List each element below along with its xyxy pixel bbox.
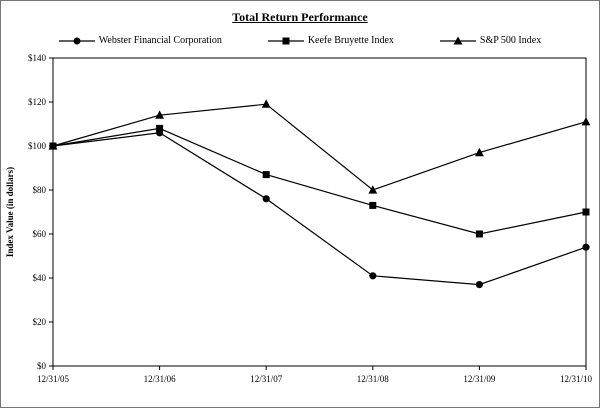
- svg-text:12/31/09: 12/31/09: [463, 374, 496, 384]
- triangle-marker-icon: [439, 36, 476, 44]
- legend-label-sp500: S&P 500 Index: [479, 35, 542, 46]
- svg-text:$100: $100: [28, 141, 47, 151]
- svg-text:12/31/05: 12/31/05: [37, 374, 70, 384]
- svg-text:Index Value (in dollars): Index Value (in dollars): [5, 167, 15, 257]
- svg-text:$60: $60: [33, 229, 47, 239]
- legend-label-keefe: Keefe Bruyette Index: [307, 35, 394, 46]
- svg-text:$40: $40: [33, 273, 47, 283]
- svg-text:12/31/10: 12/31/10: [560, 374, 593, 384]
- svg-text:12/31/08: 12/31/08: [357, 374, 390, 384]
- svg-text:$80: $80: [33, 185, 47, 195]
- chart-legend: Webster Financial Corporation Keefe Bruy…: [1, 35, 599, 46]
- legend-item-keefe: Keefe Bruyette Index: [267, 35, 394, 46]
- svg-text:$120: $120: [28, 97, 47, 107]
- circle-marker-icon: [58, 37, 95, 44]
- svg-text:$20: $20: [33, 317, 47, 327]
- svg-text:$0: $0: [37, 361, 47, 371]
- svg-text:12/31/06: 12/31/06: [144, 374, 177, 384]
- legend-label-webster: Webster Financial Corporation: [98, 35, 222, 46]
- square-marker-icon: [267, 37, 304, 44]
- svg-text:$140: $140: [28, 53, 47, 63]
- chart-title: Total Return Performance: [232, 10, 368, 24]
- line-chart: $0 $20 $40 $60 $80 $100 $120 $140 12/31/05 12/31/…: [5, 53, 593, 384]
- svg-text:12/31/07: 12/31/07: [250, 374, 283, 384]
- legend-item-webster: Webster Financial Corporation: [58, 35, 222, 46]
- legend-item-sp500: S&P 500 Index: [439, 35, 542, 46]
